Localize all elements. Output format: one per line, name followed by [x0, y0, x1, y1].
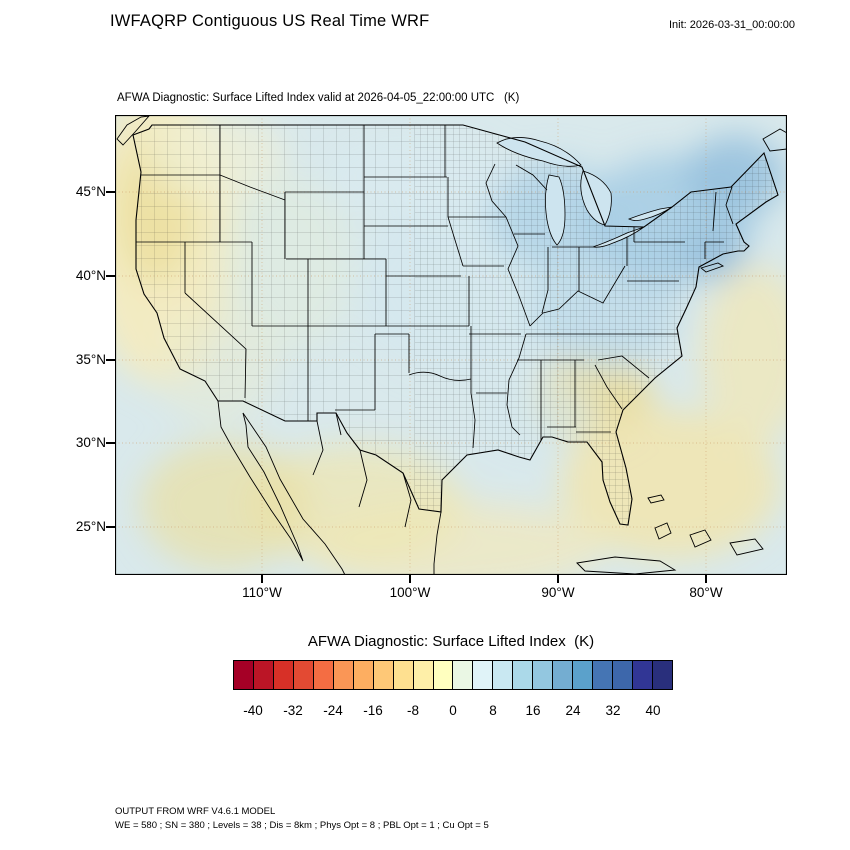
lat-tick-mark [106, 275, 115, 277]
map-frame-border [115, 115, 787, 575]
lat-tick-mark [106, 526, 115, 528]
colorbar-tick-label: -16 [363, 703, 383, 718]
lat-tick-mark [106, 359, 115, 361]
colorbar-segment [273, 661, 294, 689]
lat-tick-label: 25°N [75, 519, 106, 534]
colorbar-segment [513, 661, 534, 689]
us-outline [132, 124, 779, 526]
init-timestamp: Init: 2026-03-31_00:00:00 [669, 19, 795, 31]
colorbar-tick-label: -32 [283, 703, 303, 718]
colorbar-segment [234, 661, 254, 689]
colorbar-segment [433, 661, 454, 689]
state-boundaries [136, 125, 734, 449]
colorbar-segment [473, 661, 494, 689]
mexico-canada-coastlines [116, 115, 787, 575]
colorbar-tick-labels: -40 -32 -24 -16 -8 0 8 16 24 32 40 [233, 703, 673, 721]
colorbar-tick-label: 0 [449, 703, 457, 718]
us-map-svg [115, 115, 787, 575]
colorbar-segment [313, 661, 334, 689]
colorbar-segment [633, 661, 654, 689]
colorbar-segment [453, 661, 474, 689]
colorbar-segment [613, 661, 634, 689]
colorbar-tick-label: -40 [243, 703, 263, 718]
lat-tick-label: 45°N [75, 184, 106, 199]
map-figure [115, 115, 787, 575]
map-subtitle: AFWA Diagnostic: Surface Lifted Index va… [117, 92, 520, 104]
lon-tick-mark [557, 575, 559, 583]
colorbar-segment [653, 661, 672, 689]
lat-tick-label: 40°N [75, 268, 106, 283]
colorbar-tick-label: 32 [605, 703, 621, 718]
lon-tick-mark [261, 575, 263, 583]
colorbar-segment [293, 661, 314, 689]
colorbar-segment [393, 661, 414, 689]
colorbar [233, 660, 673, 690]
colorbar-segment [573, 661, 594, 689]
lon-tick-label: 80°W [689, 585, 723, 600]
colorbar-tick-label: 40 [645, 703, 661, 718]
footer-line-1: OUTPUT FROM WRF V4.6.1 MODEL [115, 806, 276, 817]
colorbar-segment [253, 661, 274, 689]
lon-tick-mark [409, 575, 411, 583]
lon-tick-label: 100°W [389, 585, 431, 600]
lon-tick-mark [705, 575, 707, 583]
colorbar-segment [493, 661, 514, 689]
colorbar-tick-label: 24 [565, 703, 581, 718]
lon-tick-label: 110°W [242, 585, 282, 600]
lat-tick-mark [106, 191, 115, 193]
footer-line-2: WE = 580 ; SN = 380 ; Levels = 38 ; Dis … [115, 820, 489, 831]
islands [576, 262, 764, 575]
colorbar-title: AFWA Diagnostic: Surface Lifted Index (K… [307, 633, 595, 650]
lat-tick-label: 35°N [75, 352, 106, 367]
lat-tick-label: 30°N [75, 435, 106, 450]
colorbar-segment [373, 661, 394, 689]
lat-tick-mark [106, 442, 115, 444]
colorbar-segment [353, 661, 374, 689]
colorbar-segment [333, 661, 354, 689]
great-lakes [496, 137, 673, 248]
colorbar-segment [553, 661, 574, 689]
colorbar-tick-label: 8 [489, 703, 497, 718]
colorbar-tick-label: -24 [323, 703, 343, 718]
colorbar-segment [593, 661, 614, 689]
page-title: IWFAQRP Contiguous US Real Time WRF [110, 12, 430, 30]
lon-tick-label: 90°W [541, 585, 575, 600]
colorbar-tick-label: 16 [525, 703, 541, 718]
colorbar-segment [533, 661, 554, 689]
footer: OUTPUT FROM WRF V4.6.1 MODEL WE = 580 ; … [115, 805, 489, 833]
colorbar-segment [413, 661, 434, 689]
colorbar-tick-label: -8 [406, 703, 420, 718]
